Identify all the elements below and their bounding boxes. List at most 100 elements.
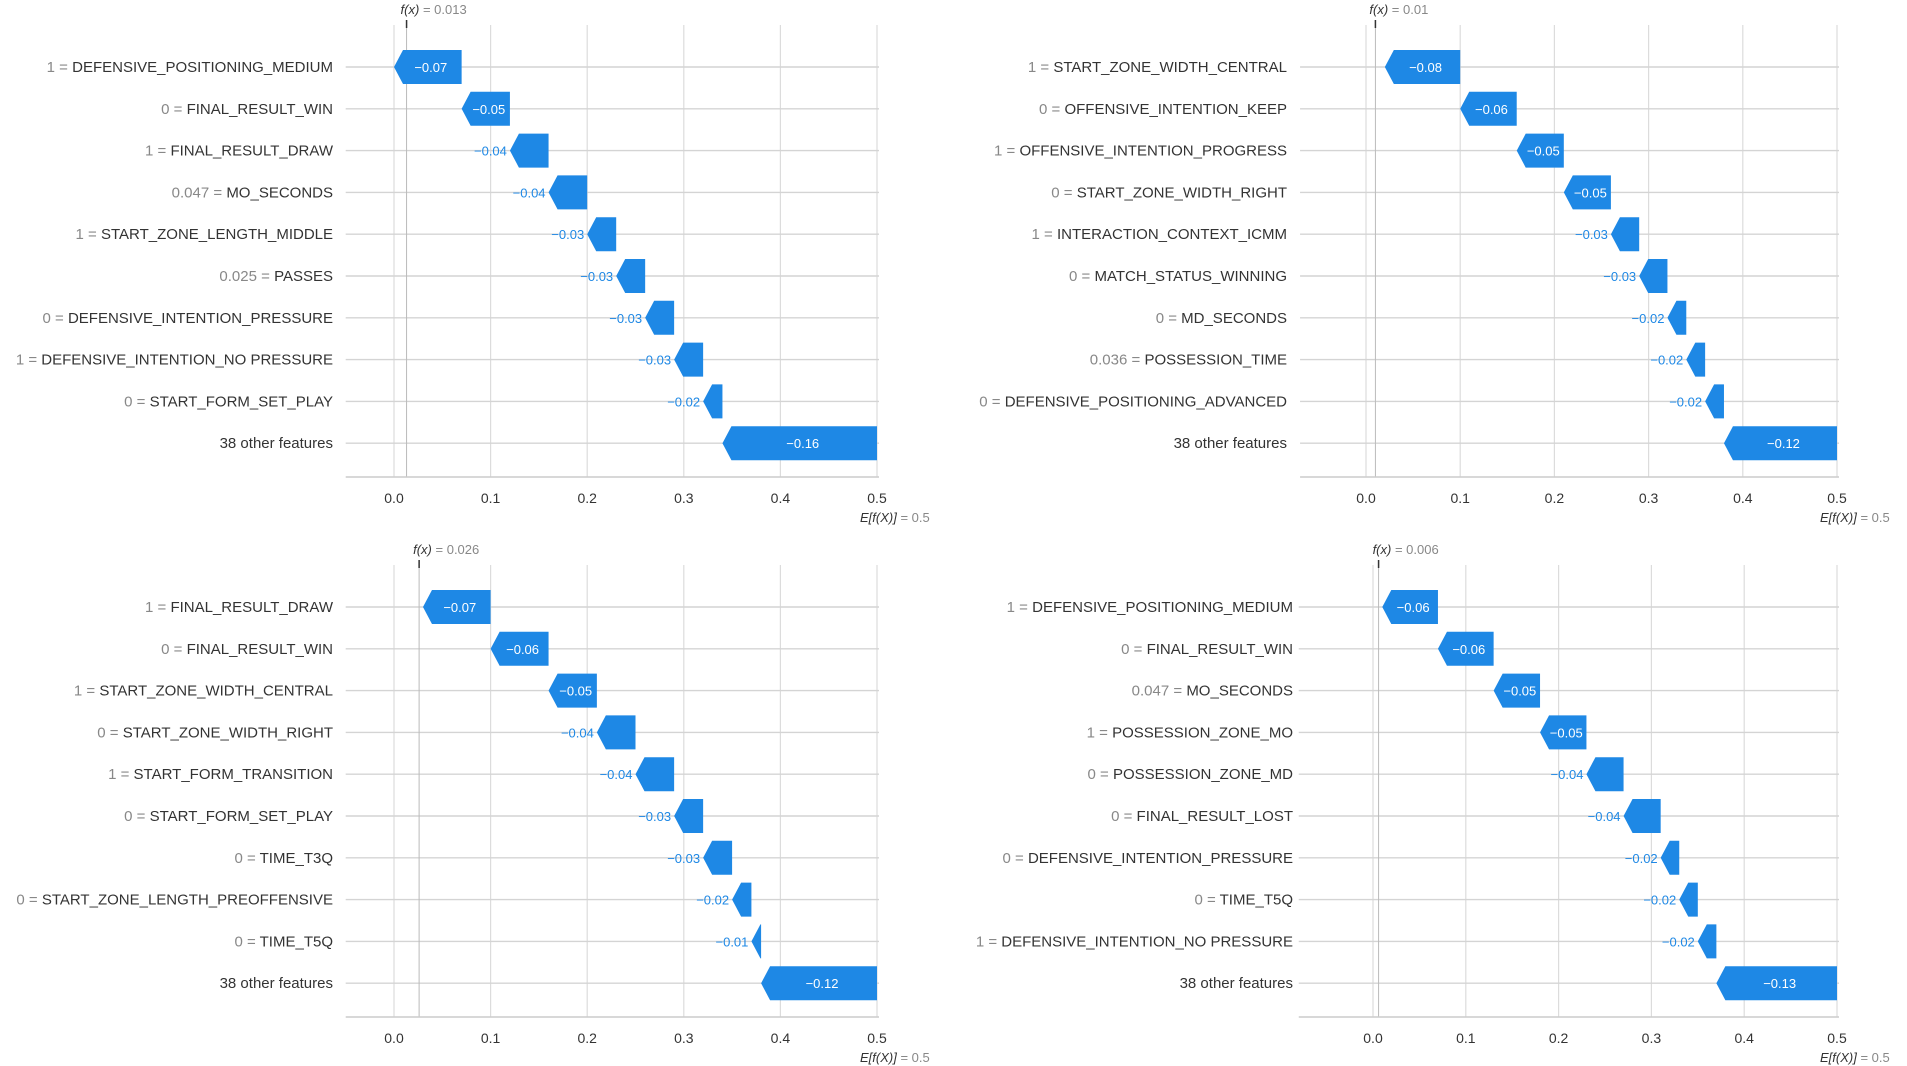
feature-name: POSSESSION_ZONE_MO [1112, 724, 1293, 741]
shap-bar [1563, 175, 1611, 210]
base-value: 0.5 [1872, 1050, 1890, 1065]
bar-value-label: −0.02 [1632, 311, 1665, 326]
x-tick-label: 0.5 [867, 490, 887, 506]
shap-bar [1660, 840, 1680, 875]
feature-label: 0 = TIME_T5Q [234, 933, 333, 950]
bar-value-label: −0.03 [1575, 227, 1608, 242]
fx-annotation: f(x) = 0.013 [401, 2, 467, 17]
x-tick-label: 0.4 [1733, 490, 1753, 506]
feature-label: 0.036 = POSSESSION_TIME [1090, 352, 1287, 369]
bar-value-label: −0.02 [696, 893, 729, 908]
fx-equals: = [432, 542, 447, 557]
x-tick-label: 0.4 [771, 490, 791, 506]
feature-equals: = [1169, 683, 1186, 700]
feature-label: 0.047 = MO_SECONDS [1132, 683, 1293, 700]
fx-value: 0.006 [1406, 542, 1439, 557]
shap-bar [596, 715, 636, 750]
feature-label: 0 = FINAL_RESULT_WIN [161, 101, 333, 118]
x-tick-label: 0.1 [1450, 490, 1470, 506]
feature-value: 0 [1069, 268, 1077, 285]
fx-label: f(x) [401, 2, 420, 17]
x-tick-label: 0.0 [1356, 490, 1376, 506]
base-annotation: E[f(X)] = 0.5 [1820, 1050, 1890, 1065]
feature-value: 1 [1087, 724, 1095, 741]
feature-equals: = [1011, 850, 1028, 867]
feature-label: 0 = START_FORM_SET_PLAY [124, 808, 333, 825]
bar-value-label: −0.06 [506, 642, 539, 657]
feature-equals: = [133, 808, 150, 825]
feature-name: DEFENSIVE_INTENTION_PRESSURE [68, 310, 333, 327]
shap-bar [1623, 799, 1661, 833]
feature-equals: = [984, 933, 1001, 950]
x-tick-label: 0.3 [1639, 490, 1659, 506]
bar-value-label: −0.06 [1452, 642, 1485, 657]
feature-label: 0 = FINAL_RESULT_WIN [1121, 641, 1293, 658]
feature-equals: = [82, 683, 99, 700]
shap-bar [1667, 300, 1687, 335]
feature-label: 1 = START_ZONE_WIDTH_CENTRAL [74, 683, 333, 700]
bar-value-label: −0.05 [1574, 185, 1607, 200]
feature-value: 1 [47, 59, 55, 76]
feature-label: 0 = MATCH_STATUS_WINNING [1069, 268, 1287, 285]
shap-bar [1540, 715, 1587, 750]
shap-bar [1516, 133, 1564, 168]
feature-value: 0 [124, 808, 132, 825]
bar-value-label: −0.02 [1625, 851, 1658, 866]
feature-value: 0 [42, 310, 50, 327]
feature-value: 0 [161, 641, 169, 658]
feature-label: 1 = FINAL_RESULT_DRAW [145, 599, 334, 616]
shap-bar [548, 175, 588, 210]
feature-name: START_ZONE_WIDTH_CENTRAL [1053, 59, 1287, 76]
feature-value: 0 [1156, 310, 1164, 327]
feature-name: START_FORM_SET_PLAY [150, 393, 333, 410]
feature-name: MO_SECONDS [1186, 683, 1293, 700]
bar-value-label: −0.05 [472, 102, 505, 117]
feature-label: 1 = OFFENSIVE_INTENTION_PROGRESS [994, 143, 1287, 160]
fx-equals: = [1388, 2, 1403, 17]
feature-value: 0 [124, 393, 132, 410]
base-label: E[f(X)] [1820, 1050, 1857, 1065]
feature-label: 38 other features [1180, 975, 1293, 992]
shap-bar [674, 342, 704, 377]
x-tick-label: 0.4 [1734, 1030, 1754, 1046]
feature-value: 0 [979, 393, 987, 410]
feature-equals: = [116, 766, 133, 783]
fx-value: 0.026 [447, 542, 480, 557]
feature-label: 0 = OFFENSIVE_INTENTION_KEEP [1039, 101, 1287, 118]
shap-bar [422, 590, 491, 624]
shap-bar [1639, 259, 1668, 293]
x-tick-label: 0.0 [384, 1030, 404, 1046]
shap-bar [732, 882, 752, 917]
feature-label: 0 = MD_SECONDS [1156, 310, 1287, 327]
feature-name: FINAL_RESULT_WIN [187, 641, 333, 658]
feature-name: FINAL_RESULT_WIN [187, 101, 333, 118]
shap-bar [461, 91, 510, 126]
bar-value-label: −0.03 [1603, 269, 1636, 284]
feature-value: 1 [1007, 599, 1015, 616]
feature-equals: = [1036, 59, 1053, 76]
feature-label: 0 = DEFENSIVE_INTENTION_PRESSURE [42, 310, 333, 327]
feature-label: 0 = START_ZONE_LENGTH_PREOFFENSIVE [16, 892, 333, 909]
feature-name: TIME_T5Q [260, 933, 333, 950]
feature-label: 38 other features [220, 975, 333, 992]
feature-name: 38 other features [220, 435, 333, 452]
bar-value-label: −0.04 [513, 185, 546, 200]
fx-equals: = [419, 2, 434, 17]
feature-name: DEFENSIVE_INTENTION_NO PRESSURE [1001, 933, 1293, 950]
feature-equals: = [1015, 599, 1032, 616]
feature-name: FINAL_RESULT_DRAW [170, 599, 333, 616]
feature-name: DEFENSIVE_POSITIONING_MEDIUM [72, 59, 333, 76]
waterfall-panel-2: f(x) = 0.010.0 0.1 0.2 0.3 0.4 0.5E[f(X)] = 0… [979, 2, 1890, 525]
shap-bar [1493, 673, 1541, 708]
shap-bar [1384, 50, 1461, 84]
fx-label: f(x) [413, 542, 432, 557]
feature-name: 38 other features [220, 975, 333, 992]
feature-name: START_ZONE_WIDTH_CENTRAL [99, 683, 333, 700]
feature-label: 1 = DEFENSIVE_POSITIONING_MEDIUM [47, 59, 333, 76]
feature-label: 38 other features [220, 435, 333, 452]
feature-name: INTERACTION_CONTEXT_ICMM [1057, 226, 1287, 243]
feature-name: DEFENSIVE_POSITIONING_ADVANCED [1005, 393, 1287, 410]
feature-equals: = [1164, 310, 1181, 327]
feature-value: 0 [1111, 808, 1119, 825]
shap-bar [761, 966, 877, 1001]
